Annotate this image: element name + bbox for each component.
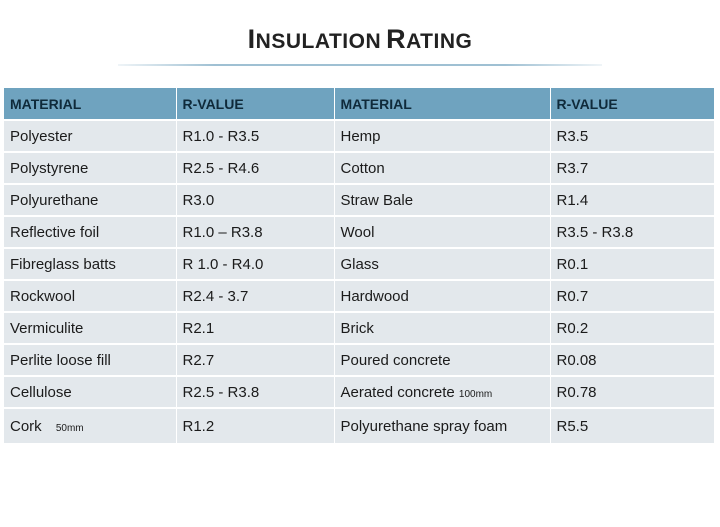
- rvalue-cell-right: R0.08: [550, 344, 714, 377]
- rvalue-cell-left: R 1.0 - R4.0: [176, 248, 335, 281]
- material-cell-right: Brick: [334, 312, 551, 345]
- header-rvalue-left: R-VALUE: [176, 88, 335, 121]
- material-cell-left: Fibreglass batts: [4, 248, 177, 281]
- rvalue-cell-right: R0.7: [550, 280, 714, 313]
- material-cell-right: Glass: [334, 248, 551, 281]
- rvalue-cell-left: R2.5 - R3.8: [176, 376, 335, 409]
- material-cell-left: Reflective foil: [4, 216, 177, 249]
- material-cell-left: Polyester: [4, 120, 177, 153]
- material-cell-right-text: Glass: [340, 255, 379, 273]
- material-cell-left-text: Polyurethane: [10, 191, 99, 209]
- table-row: Reflective foil R1.0 – R3.8 Wool R3.5 - R3.…: [4, 216, 714, 249]
- material-cell-right: Poured concrete: [334, 344, 551, 377]
- material-cell-left: Cellulose: [4, 376, 177, 409]
- material-cell-right: Cotton: [334, 152, 551, 185]
- material-cell-left-text: Perlite loose fill: [10, 351, 111, 369]
- material-cell-right-size-note: 100mm: [458, 388, 493, 400]
- rvalue-cell-left: R1.0 - R3.5: [176, 120, 335, 153]
- rvalue-cell-left: R1.0 – R3.8: [176, 216, 335, 249]
- rvalue-cell-right: R0.2: [550, 312, 714, 345]
- rvalue-cell-left: R1.2: [176, 408, 335, 445]
- material-cell-left: Polyurethane: [4, 184, 177, 217]
- material-cell-right-text: Cotton: [340, 159, 385, 177]
- table-row: Cellulose R2.5 - R3.8 Aerated concrete 100…: [4, 376, 714, 409]
- material-cell-left-text: Reflective foil: [10, 223, 100, 241]
- material-cell-right-text: Hardwood: [340, 287, 409, 305]
- material-cell-right: Straw Bale: [334, 184, 551, 217]
- material-cell-right-text: Hemp: [340, 127, 381, 145]
- material-cell-left-text: Fibreglass batts: [10, 255, 116, 273]
- rvalue-cell-right: R3.7: [550, 152, 714, 185]
- material-cell-right-text: Aerated concrete: [340, 383, 455, 401]
- insulation-rating-table: MATERIAL R-VALUE MATERIAL R-VALUE Polyes…: [4, 88, 714, 445]
- material-cell-left-text: Polystyrene: [10, 159, 89, 177]
- material-cell-right-text: Poured concrete: [340, 351, 451, 369]
- table-row: Perlite loose fill R2.7 Poured concrete R0.…: [4, 344, 714, 377]
- page-title: INSULATION RATING: [247, 24, 473, 54]
- material-cell-right-text: Wool: [340, 223, 375, 241]
- table-row: Polystyrene R2.5 - R4.6 Cotton R3.7: [4, 152, 714, 185]
- material-cell-left-text: Cork: [10, 417, 42, 435]
- rvalue-cell-left: R2.7: [176, 344, 335, 377]
- header-rvalue-right: R-VALUE: [550, 88, 714, 121]
- table-header-row: MATERIAL R-VALUE MATERIAL R-VALUE: [4, 88, 714, 121]
- table-row: Cork 50mm R1.2 Polyurethane spray foam R5.5: [4, 408, 714, 445]
- rvalue-cell-right: R1.4: [550, 184, 714, 217]
- material-cell-right-text: Polyurethane spray foam: [340, 417, 508, 435]
- material-cell-right: Hardwood: [334, 280, 551, 313]
- header-material-right: MATERIAL: [334, 88, 551, 121]
- rvalue-cell-left: R2.4 - 3.7: [176, 280, 335, 313]
- rvalue-cell-left: R2.1: [176, 312, 335, 345]
- material-cell-left: Vermiculite: [4, 312, 177, 345]
- material-cell-left-text: Polyester: [10, 127, 73, 145]
- table-row: Rockwool R2.4 - 3.7 Hardwood R0.7: [4, 280, 714, 313]
- material-cell-right: Aerated concrete 100mm: [334, 376, 551, 409]
- material-cell-left: Cork 50mm: [4, 408, 177, 445]
- table-row: Polyurethane R3.0 Straw Bale R1.4: [4, 184, 714, 217]
- material-cell-right: Wool: [334, 216, 551, 249]
- rvalue-cell-right: R3.5: [550, 120, 714, 153]
- rvalue-cell-left: R3.0: [176, 184, 335, 217]
- material-cell-left: Rockwool: [4, 280, 177, 313]
- rvalue-cell-right: R0.78: [550, 376, 714, 409]
- material-cell-right-text: Brick: [340, 319, 374, 337]
- material-cell-right: Polyurethane spray foam: [334, 408, 551, 445]
- material-cell-left: Polystyrene: [4, 152, 177, 185]
- rvalue-cell-left: R2.5 - R4.6: [176, 152, 335, 185]
- table-row: Polyester R1.0 - R3.5 Hemp R3.5: [4, 120, 714, 153]
- material-cell-left-text: Vermiculite: [10, 319, 84, 337]
- title-underline: [118, 64, 602, 66]
- material-cell-left-text: Cellulose: [10, 383, 72, 401]
- material-cell-left-text: Rockwool: [10, 287, 76, 305]
- table-row: Vermiculite R2.1 Brick R0.2: [4, 312, 714, 345]
- rvalue-cell-right: R5.5: [550, 408, 714, 445]
- material-cell-left-size-note: 50mm: [55, 422, 84, 434]
- rvalue-cell-right: R3.5 - R3.8: [550, 216, 714, 249]
- table-row: Fibreglass batts R 1.0 - R4.0 Glass R0.1: [4, 248, 714, 281]
- material-cell-right-text: Straw Bale: [340, 191, 414, 209]
- rvalue-cell-right: R0.1: [550, 248, 714, 281]
- material-cell-right: Hemp: [334, 120, 551, 153]
- material-cell-left: Perlite loose fill: [4, 344, 177, 377]
- header-material-left: MATERIAL: [4, 88, 177, 121]
